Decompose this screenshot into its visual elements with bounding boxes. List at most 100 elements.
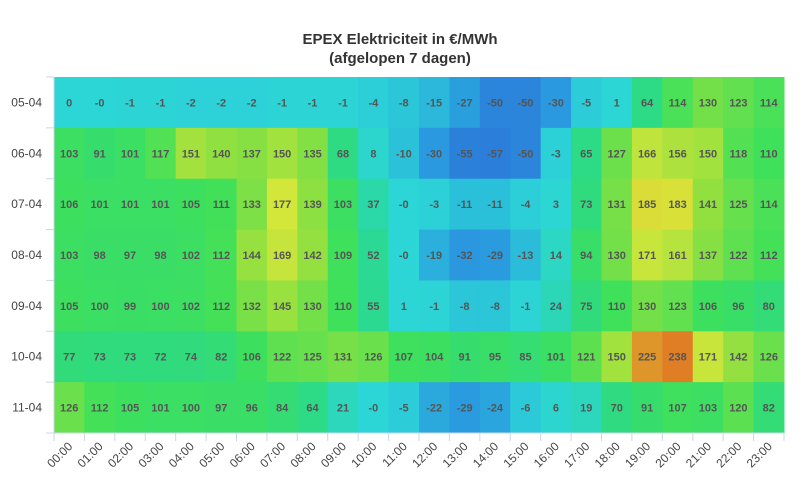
- x-tick-label: 17:00: [561, 439, 592, 470]
- cell-value-label: -5: [399, 403, 409, 415]
- cell-value-label: 142: [303, 250, 321, 262]
- heatmap-cell: [54, 280, 85, 332]
- x-tick-label: 23:00: [744, 439, 775, 470]
- cell-value-label: 107: [395, 352, 413, 364]
- heatmap-cell: [510, 229, 542, 281]
- heatmap-cell: [479, 331, 511, 383]
- heatmap-cell: [601, 382, 633, 434]
- cell-value-label: 107: [668, 403, 686, 415]
- cell-value-label: -57: [487, 148, 503, 160]
- heatmap-cell: [358, 178, 390, 231]
- heatmap-cell: [449, 77, 481, 129]
- cell-value-label: 94: [580, 250, 593, 262]
- heatmap-cell: [145, 178, 177, 231]
- cell-value-label: -0: [399, 250, 409, 262]
- cell-value-label: 100: [182, 403, 200, 415]
- cell-value-label: -1: [125, 97, 135, 109]
- heatmap-cell: [571, 178, 602, 231]
- heatmap-cell: [388, 382, 420, 434]
- cell-value-label: 91: [459, 352, 471, 364]
- heatmap-cell: [419, 280, 450, 332]
- cell-value-label: 126: [760, 352, 778, 364]
- cell-value-label: 70: [611, 403, 623, 415]
- cell-value-label: 101: [121, 199, 139, 211]
- cell-value-label: 131: [608, 199, 626, 211]
- heatmap-cell: [540, 280, 572, 332]
- cell-value-label: 65: [580, 148, 592, 160]
- heatmap-cell: [540, 382, 572, 434]
- cell-value-label: 141: [699, 199, 717, 211]
- cell-value-label: 123: [668, 301, 686, 313]
- heatmap-cell: [571, 280, 602, 332]
- heatmap-cell: [54, 229, 85, 281]
- heatmap-cell: [175, 382, 207, 434]
- heatmap-cell: [479, 280, 511, 332]
- cell-value-label: 171: [699, 352, 717, 364]
- cell-value-label: 100: [151, 301, 169, 313]
- cell-value-label: 137: [699, 250, 717, 262]
- cell-value-label: 131: [334, 352, 352, 364]
- cell-value-label: 110: [334, 301, 352, 313]
- heatmap-cell: [114, 382, 146, 434]
- heatmap-cell: [662, 77, 694, 129]
- cell-value-label: 117: [152, 148, 170, 160]
- cell-value-label: 105: [121, 403, 139, 415]
- cell-value-label: 103: [334, 199, 352, 211]
- cell-value-label: 112: [91, 403, 109, 415]
- heatmap-cell: [358, 229, 390, 281]
- x-tick-label: 03:00: [135, 439, 166, 470]
- heatmap-cell: [479, 77, 511, 129]
- heatmap-cell: [114, 331, 146, 383]
- cell-value-label: 24: [550, 301, 563, 313]
- cell-value-label: 142: [729, 352, 747, 364]
- heatmap-cell: [631, 127, 663, 180]
- heatmap-cell: [723, 77, 755, 129]
- cell-value-label: 112: [212, 301, 230, 313]
- heatmap-cell: [723, 382, 755, 434]
- heatmap-cell: [479, 382, 511, 434]
- cell-value-label: 80: [763, 301, 775, 313]
- cell-value-label: 112: [212, 250, 230, 262]
- heatmap-cell: [753, 382, 785, 434]
- cell-value-label: 99: [124, 301, 136, 313]
- cell-value-label: -15: [426, 97, 442, 109]
- heatmap-cell: [510, 280, 542, 332]
- cell-value-label: 106: [60, 199, 78, 211]
- heatmap-cell: [327, 280, 359, 332]
- heatmap-cell: [84, 229, 116, 281]
- heatmap-cell: [236, 229, 268, 281]
- cell-value-label: 101: [151, 199, 169, 211]
- cell-value-label: 73: [94, 352, 106, 364]
- heatmap-cell: [631, 229, 663, 281]
- heatmap-cell: [358, 280, 390, 332]
- y-tick-label: 05-04: [11, 95, 42, 109]
- heatmap-cell: [662, 178, 694, 231]
- cell-labels: 0 -0 -1 -1 -2 -2 -2 -1 -1 -1 -4 -8 -15 -27 -50 -50 -30 -5…: [60, 97, 779, 414]
- cell-value-label: 133: [243, 199, 261, 211]
- heatmap-cell: [327, 331, 359, 383]
- y-tick-label: 09-04: [11, 299, 42, 313]
- cell-value-label: 73: [124, 352, 136, 364]
- heatmap-cell: [175, 280, 207, 332]
- cell-value-label: 74: [185, 352, 198, 364]
- heatmap-cell: [601, 280, 633, 332]
- heatmap-cell: [84, 77, 116, 129]
- heatmap-cell: [419, 382, 450, 434]
- cell-value-label: 130: [638, 301, 656, 313]
- heatmap-cell: [145, 280, 177, 332]
- x-tick-label: 12:00: [409, 439, 440, 470]
- heatmap-cell: [601, 127, 633, 180]
- cell-value-label: 150: [608, 352, 626, 364]
- heatmap-cell: [358, 127, 390, 180]
- chart-title: EPEX Elektriciteit in €/MWh: [302, 31, 497, 48]
- cell-value-label: -8: [490, 301, 500, 313]
- cell-value-label: 110: [760, 148, 778, 160]
- heatmap-cell: [114, 280, 146, 332]
- x-tick-label: 04:00: [166, 439, 197, 470]
- cell-value-label: 100: [90, 301, 108, 313]
- cell-value-label: -4: [368, 97, 379, 109]
- x-tick-label: 11:00: [379, 439, 410, 470]
- x-tick-label: 05:00: [196, 439, 227, 470]
- heatmap-cell: [571, 77, 602, 129]
- heatmap-cell: [479, 178, 511, 231]
